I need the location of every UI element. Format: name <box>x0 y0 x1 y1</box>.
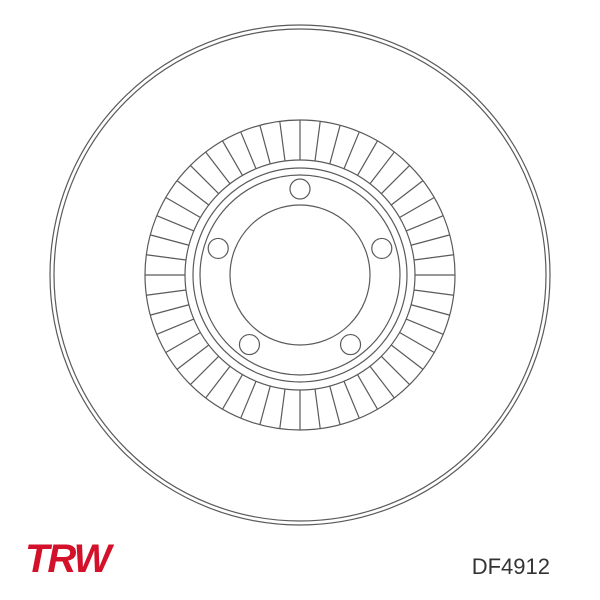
part-number-text: DF4912 <box>472 554 550 579</box>
brake-disc-diagram <box>45 20 555 530</box>
brand-name: TRW <box>25 537 109 581</box>
part-number-label: DF4912 <box>472 554 550 580</box>
brake-disc-svg <box>45 20 555 530</box>
brand-logo: TRW <box>25 537 109 582</box>
